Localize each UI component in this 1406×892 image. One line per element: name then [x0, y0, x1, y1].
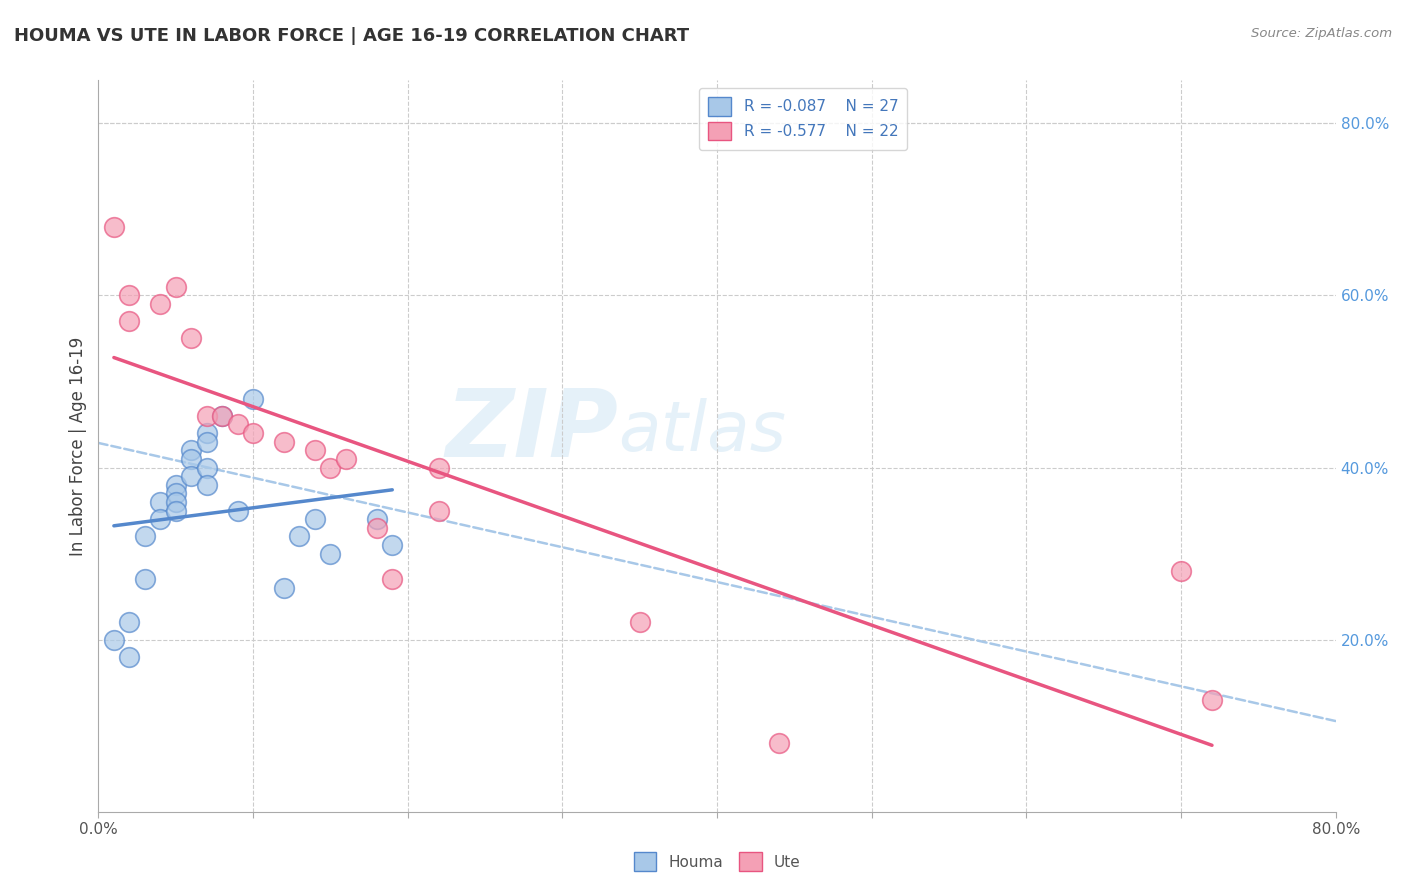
- Point: [118, 314, 141, 328]
- Point: [242, 392, 264, 406]
- Point: [319, 460, 342, 475]
- Point: [180, 451, 202, 466]
- Point: [165, 477, 187, 491]
- Point: [165, 503, 187, 517]
- Point: [304, 443, 326, 458]
- Point: [149, 297, 172, 311]
- Point: [165, 486, 187, 500]
- Point: [118, 649, 141, 664]
- Point: [273, 434, 295, 449]
- Point: [211, 409, 233, 423]
- Y-axis label: In Labor Force | Age 16-19: In Labor Force | Age 16-19: [69, 336, 87, 556]
- Point: [427, 460, 450, 475]
- Point: [195, 434, 218, 449]
- Point: [165, 495, 187, 509]
- Point: [288, 529, 311, 543]
- Point: [319, 547, 342, 561]
- Point: [304, 512, 326, 526]
- Point: [180, 469, 202, 483]
- Point: [366, 521, 388, 535]
- Point: [1170, 564, 1192, 578]
- Point: [211, 409, 233, 423]
- Point: [1201, 693, 1223, 707]
- Point: [118, 615, 141, 630]
- Point: [134, 529, 156, 543]
- Point: [149, 495, 172, 509]
- Point: [149, 512, 172, 526]
- Point: [165, 280, 187, 294]
- Point: [381, 538, 404, 552]
- Point: [195, 460, 218, 475]
- Point: [195, 426, 218, 441]
- Point: [628, 615, 651, 630]
- Text: HOUMA VS UTE IN LABOR FORCE | AGE 16-19 CORRELATION CHART: HOUMA VS UTE IN LABOR FORCE | AGE 16-19 …: [14, 27, 689, 45]
- Point: [180, 443, 202, 458]
- Point: [118, 288, 141, 302]
- Point: [134, 573, 156, 587]
- Point: [335, 451, 357, 466]
- Point: [242, 426, 264, 441]
- Point: [103, 219, 125, 234]
- Point: [381, 573, 404, 587]
- Point: [195, 409, 218, 423]
- Point: [180, 331, 202, 345]
- Legend: Houma, Ute: Houma, Ute: [627, 847, 807, 877]
- Text: Source: ZipAtlas.com: Source: ZipAtlas.com: [1251, 27, 1392, 40]
- Point: [768, 736, 790, 750]
- Point: [226, 503, 249, 517]
- Point: [103, 632, 125, 647]
- Point: [273, 581, 295, 595]
- Point: [427, 503, 450, 517]
- Point: [195, 477, 218, 491]
- Text: atlas: atlas: [619, 398, 786, 465]
- Point: [226, 417, 249, 432]
- Point: [366, 512, 388, 526]
- Text: ZIP: ZIP: [446, 385, 619, 477]
